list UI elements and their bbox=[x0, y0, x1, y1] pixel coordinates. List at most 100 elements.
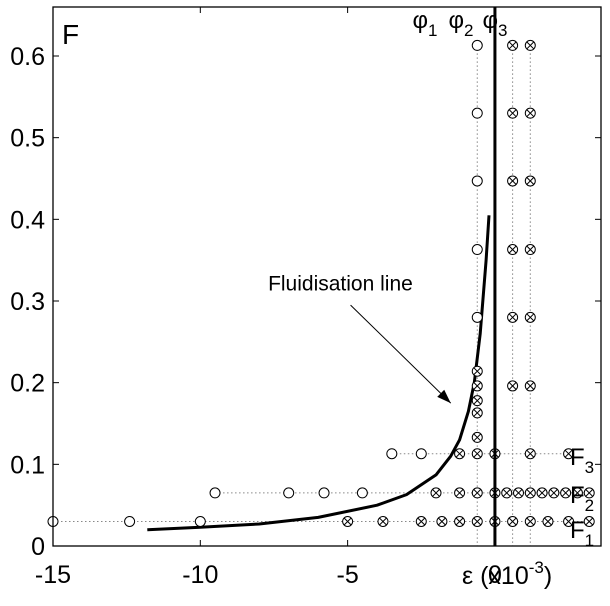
crossed-circle-x-2 bbox=[473, 433, 482, 442]
crossed-circle-x-2 bbox=[573, 489, 582, 497]
crossed-circle-x-2 bbox=[473, 489, 482, 497]
crossed-circle-x-2 bbox=[455, 449, 464, 458]
crossed-circle-x-2 bbox=[526, 177, 535, 185]
crossed-circle-marker-18 bbox=[524, 487, 536, 499]
crossed-circle-x-2 bbox=[526, 449, 535, 458]
open-circle-marker-10 bbox=[471, 107, 483, 119]
crossed-circle-marker-32 bbox=[471, 380, 483, 392]
crossed-circle-marker-27 bbox=[524, 448, 536, 460]
crossed-circle-marker-3 bbox=[436, 516, 448, 527]
crossed-circle-x-2 bbox=[502, 489, 511, 497]
y-tick-label: 0.6 bbox=[10, 43, 45, 71]
crossed-circle-marker-17 bbox=[513, 487, 525, 499]
crossed-circle-x-2 bbox=[508, 517, 517, 526]
crossed-circle-x-2 bbox=[526, 517, 535, 526]
crossed-circle-marker-30 bbox=[471, 407, 483, 419]
crossed-circle-x-2 bbox=[473, 382, 482, 390]
crossed-circle-x-2 bbox=[585, 489, 594, 497]
crossed-circle-marker-35 bbox=[524, 39, 536, 51]
open-circle-marker-3 bbox=[209, 487, 221, 499]
crossed-circle-marker-25 bbox=[471, 448, 483, 460]
crossed-circle-marker-22 bbox=[571, 487, 583, 499]
crossed-circle-x-2 bbox=[473, 396, 482, 405]
open-circle-marker-6 bbox=[356, 487, 368, 499]
crossed-circle-x-2 bbox=[508, 313, 517, 322]
open-circle-marker-9 bbox=[471, 39, 483, 51]
y-tick-label: 0.5 bbox=[10, 125, 45, 153]
crossed-circle-x-2 bbox=[526, 245, 535, 254]
crossed-circle-x-2 bbox=[455, 517, 464, 526]
crossed-circle-x-2 bbox=[526, 313, 535, 322]
crossed-circle-marker-31 bbox=[471, 395, 483, 407]
crossed-circle-x-2 bbox=[508, 177, 517, 185]
crossed-circle-x-2 bbox=[526, 41, 535, 50]
crossed-circle-marker-24 bbox=[454, 448, 466, 460]
crossed-circle-marker-12 bbox=[430, 487, 442, 499]
crossed-circle-x-2 bbox=[526, 109, 535, 118]
crossed-circle-marker-44 bbox=[507, 380, 519, 392]
open-circle-marker-4 bbox=[283, 487, 295, 499]
crossed-circle-marker-7 bbox=[507, 516, 519, 527]
crossed-circle-x-2 bbox=[417, 517, 426, 526]
crossed-circle-marker-40 bbox=[507, 244, 519, 256]
force-label-3: F3 bbox=[570, 444, 594, 477]
x-tick-label: 0 bbox=[488, 561, 502, 589]
crossed-circle-x-2 bbox=[473, 517, 482, 526]
crossed-circle-x-2 bbox=[473, 449, 482, 458]
crossed-circle-marker-8 bbox=[524, 516, 536, 527]
open-circle-marker-1 bbox=[124, 516, 136, 527]
axes bbox=[52, 6, 602, 547]
crossed-circle-marker-5 bbox=[471, 516, 483, 527]
panel-label: F bbox=[62, 19, 79, 50]
crossed-circle-x-2 bbox=[508, 382, 517, 390]
annotation-arrow-shaft bbox=[350, 304, 452, 404]
crossed-circle-marker-33 bbox=[471, 365, 483, 377]
crossed-circle-marker-4 bbox=[454, 516, 466, 527]
crossed-circle-x-2 bbox=[343, 517, 352, 526]
crossed-circle-x-2 bbox=[432, 489, 440, 497]
plot-frame bbox=[52, 6, 602, 547]
crossed-circle-marker-42 bbox=[507, 311, 519, 323]
crossed-circle-marker-1 bbox=[377, 516, 389, 527]
open-circle-marker-5 bbox=[318, 487, 330, 499]
crossed-circle-x-2 bbox=[379, 517, 387, 526]
fluidisation-line bbox=[147, 215, 491, 532]
crossed-circle-marker-0 bbox=[342, 516, 354, 527]
crossed-circle-x-2 bbox=[549, 489, 558, 497]
crossed-circle-x-2 bbox=[514, 489, 523, 497]
crossed-circle-x-2 bbox=[508, 245, 517, 254]
crossed-circle-marker-39 bbox=[524, 175, 536, 187]
phi-label-2: φ2 bbox=[448, 7, 473, 40]
fluidisation-line-annotation: Fluidisation line bbox=[268, 272, 413, 295]
crossed-circle-x-2 bbox=[544, 517, 552, 526]
crossed-circle-marker-13 bbox=[454, 487, 466, 499]
open-circle-marker-12 bbox=[471, 244, 483, 256]
crossed-circle-x-2 bbox=[564, 517, 573, 526]
crossed-circle-marker-20 bbox=[548, 487, 560, 499]
crossed-circle-marker-37 bbox=[524, 107, 536, 119]
crossed-circle-marker-11 bbox=[583, 516, 595, 527]
x-tick-label: -15 bbox=[35, 561, 71, 589]
crossed-circle-x-2 bbox=[585, 517, 594, 526]
crossed-circle-marker-34 bbox=[507, 39, 519, 51]
crossed-circle-marker-9 bbox=[542, 516, 554, 527]
crossed-circle-marker-43 bbox=[524, 311, 536, 323]
y-tick-label: 0.3 bbox=[10, 288, 45, 316]
fluidisation-curve-group bbox=[147, 215, 491, 532]
crossed-circle-x-2 bbox=[508, 41, 517, 50]
crossed-circle-marker-2 bbox=[415, 516, 427, 527]
x-tick-label: -10 bbox=[182, 561, 218, 589]
crossed-circle-marker-38 bbox=[507, 175, 519, 187]
crossed-circle-x-2 bbox=[564, 449, 573, 458]
crossed-circle-x-2 bbox=[526, 382, 535, 390]
crossed-circle-marker-29 bbox=[471, 431, 483, 443]
open-circle-marker-13 bbox=[471, 311, 483, 323]
phi-label-3: φ3 bbox=[482, 7, 507, 40]
crossed-circle-marker-23 bbox=[583, 487, 595, 499]
force-label-2: F2 bbox=[570, 482, 594, 515]
y-tick-label: 0.1 bbox=[10, 451, 45, 479]
crossed-circle-x-2 bbox=[561, 489, 570, 497]
crossed-circle-x-2 bbox=[438, 517, 446, 526]
open-circle-marker-8 bbox=[415, 448, 427, 460]
